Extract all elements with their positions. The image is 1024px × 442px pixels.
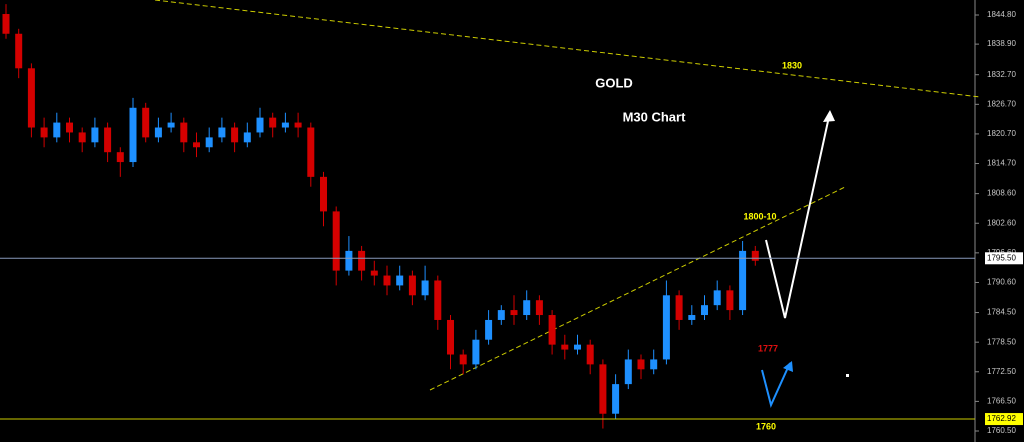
- chart-subtitle: M30 Chart: [623, 109, 687, 124]
- candle-body: [15, 33, 23, 69]
- y-tick-label: 1772.50: [987, 367, 1016, 376]
- annotation: 1777: [758, 343, 778, 353]
- candle-body: [612, 384, 620, 414]
- chart-title: GOLD: [595, 75, 633, 90]
- candle-body: [91, 127, 99, 143]
- candle-body: [548, 315, 556, 345]
- price-label: 1795.50: [987, 253, 1016, 262]
- price-label-box: [985, 413, 1023, 426]
- candle-body: [383, 275, 391, 286]
- y-tick-label: 1838.90: [987, 39, 1016, 48]
- candle-body: [408, 275, 416, 296]
- candle-body: [320, 176, 327, 212]
- candle-body: [205, 137, 213, 148]
- annotation: 1830: [782, 60, 802, 70]
- y-tick-label: 1826.70: [987, 99, 1016, 108]
- candle-body: [535, 300, 543, 316]
- price-label: 1762.92: [987, 414, 1016, 423]
- candle-body: [713, 290, 721, 306]
- y-tick-label: 1802.60: [987, 218, 1016, 227]
- y-tick-label: 1784.50: [987, 308, 1016, 317]
- projection-arrow: [765, 111, 831, 319]
- annotation: 1800-10: [743, 211, 776, 221]
- candle-body: [637, 359, 645, 370]
- y-tick-label: 1766.50: [987, 396, 1016, 405]
- blue-arrow: [761, 362, 791, 409]
- candle-body: [675, 295, 683, 320]
- trend-line-lower: [429, 186, 846, 391]
- candle-body: [586, 344, 594, 365]
- candle-body: [599, 364, 607, 414]
- candle-body: [421, 280, 429, 296]
- trend-line-upper: [154, 0, 981, 98]
- candle-body: [218, 127, 226, 138]
- candle-body: [40, 127, 48, 138]
- candle-body: [104, 127, 112, 153]
- candle-body: [78, 132, 86, 143]
- candle-body: [154, 127, 162, 138]
- candle-body: [434, 280, 442, 320]
- candle-body: [332, 211, 340, 271]
- candle-body: [739, 250, 747, 311]
- candle-body: [510, 310, 518, 316]
- arrow-head: [823, 110, 835, 122]
- candle-body: [27, 68, 35, 128]
- candle-body: [485, 319, 493, 340]
- y-tick-label: 1808.60: [987, 189, 1016, 198]
- candle-body: [472, 339, 480, 365]
- dot: [846, 374, 849, 377]
- candle-body: [2, 14, 10, 34]
- candle-body: [256, 117, 264, 133]
- candle-body: [396, 275, 404, 286]
- candle-body: [726, 290, 734, 311]
- candle-body: [650, 359, 658, 370]
- candle-body: [294, 122, 302, 128]
- candle-body: [129, 107, 137, 163]
- candle-body: [561, 344, 569, 350]
- y-tick-label: 1820.70: [987, 129, 1016, 138]
- arrow-head: [783, 361, 793, 372]
- candle-body: [167, 122, 175, 128]
- candle-body: [688, 315, 696, 320]
- candle-body: [370, 270, 378, 276]
- price-label-box: [985, 252, 1023, 265]
- y-tick-label: 1760.50: [987, 426, 1016, 435]
- y-tick-label: 1814.70: [987, 159, 1016, 168]
- candle-body: [231, 127, 239, 143]
- y-tick-label: 1844.80: [987, 10, 1016, 19]
- annotation: 1760: [756, 421, 776, 431]
- candle-body: [751, 250, 759, 261]
- candle-body: [307, 127, 315, 177]
- candle-body: [459, 354, 467, 365]
- candle-body: [662, 295, 670, 360]
- y-tick-label: 1790.60: [987, 278, 1016, 287]
- candle-body: [358, 250, 366, 271]
- candle-body: [523, 300, 531, 316]
- candle-body: [53, 122, 61, 138]
- candle-body: [180, 122, 188, 143]
- candle-body: [574, 344, 581, 350]
- candle-body: [193, 142, 200, 148]
- candle-body: [243, 132, 251, 143]
- candle-body: [701, 305, 708, 316]
- candle-body: [447, 319, 454, 355]
- candle-body: [142, 107, 150, 138]
- candle-body: [497, 310, 505, 320]
- candle-body: [345, 250, 353, 271]
- candle-body: [116, 152, 124, 163]
- candle-body: [66, 122, 73, 133]
- candle-body: [281, 122, 289, 128]
- candle-body: [269, 117, 277, 128]
- y-tick-label: 1832.70: [987, 70, 1016, 79]
- y-tick-label: 1778.50: [987, 337, 1016, 346]
- candle-body: [624, 359, 632, 385]
